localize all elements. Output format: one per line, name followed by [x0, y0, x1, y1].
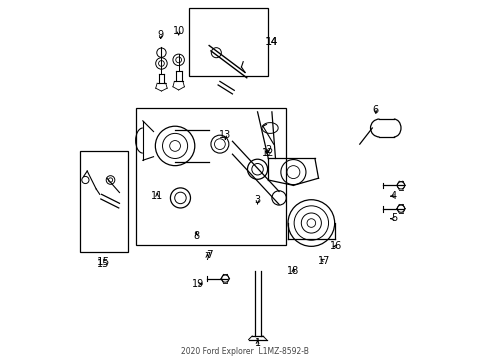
Text: 7: 7	[204, 252, 211, 262]
Text: 14: 14	[265, 37, 278, 47]
Text: 14: 14	[266, 37, 278, 47]
Text: 8: 8	[194, 231, 199, 240]
Bar	[136, 108, 286, 244]
Text: 18: 18	[287, 266, 299, 276]
Text: 7: 7	[206, 250, 213, 260]
Text: 15: 15	[97, 259, 110, 269]
Text: 9: 9	[158, 30, 164, 40]
Text: 11: 11	[151, 191, 163, 201]
Text: 1: 1	[254, 338, 261, 348]
Text: 12: 12	[262, 148, 274, 158]
Text: 15: 15	[97, 257, 110, 267]
Text: 5: 5	[391, 213, 397, 222]
Text: 10: 10	[172, 26, 185, 36]
Text: 2020 Ford Explorer  L1MZ-8592-B: 2020 Ford Explorer L1MZ-8592-B	[181, 347, 309, 356]
Text: 6: 6	[373, 105, 379, 115]
Text: 16: 16	[330, 241, 343, 251]
Text: 4: 4	[391, 191, 397, 201]
Bar	[190, 8, 269, 76]
Text: 2: 2	[265, 144, 271, 154]
Text: 13: 13	[219, 130, 231, 140]
Bar	[80, 151, 128, 252]
Text: 19: 19	[192, 279, 204, 289]
Text: 17: 17	[318, 256, 330, 266]
Text: 3: 3	[254, 195, 261, 205]
